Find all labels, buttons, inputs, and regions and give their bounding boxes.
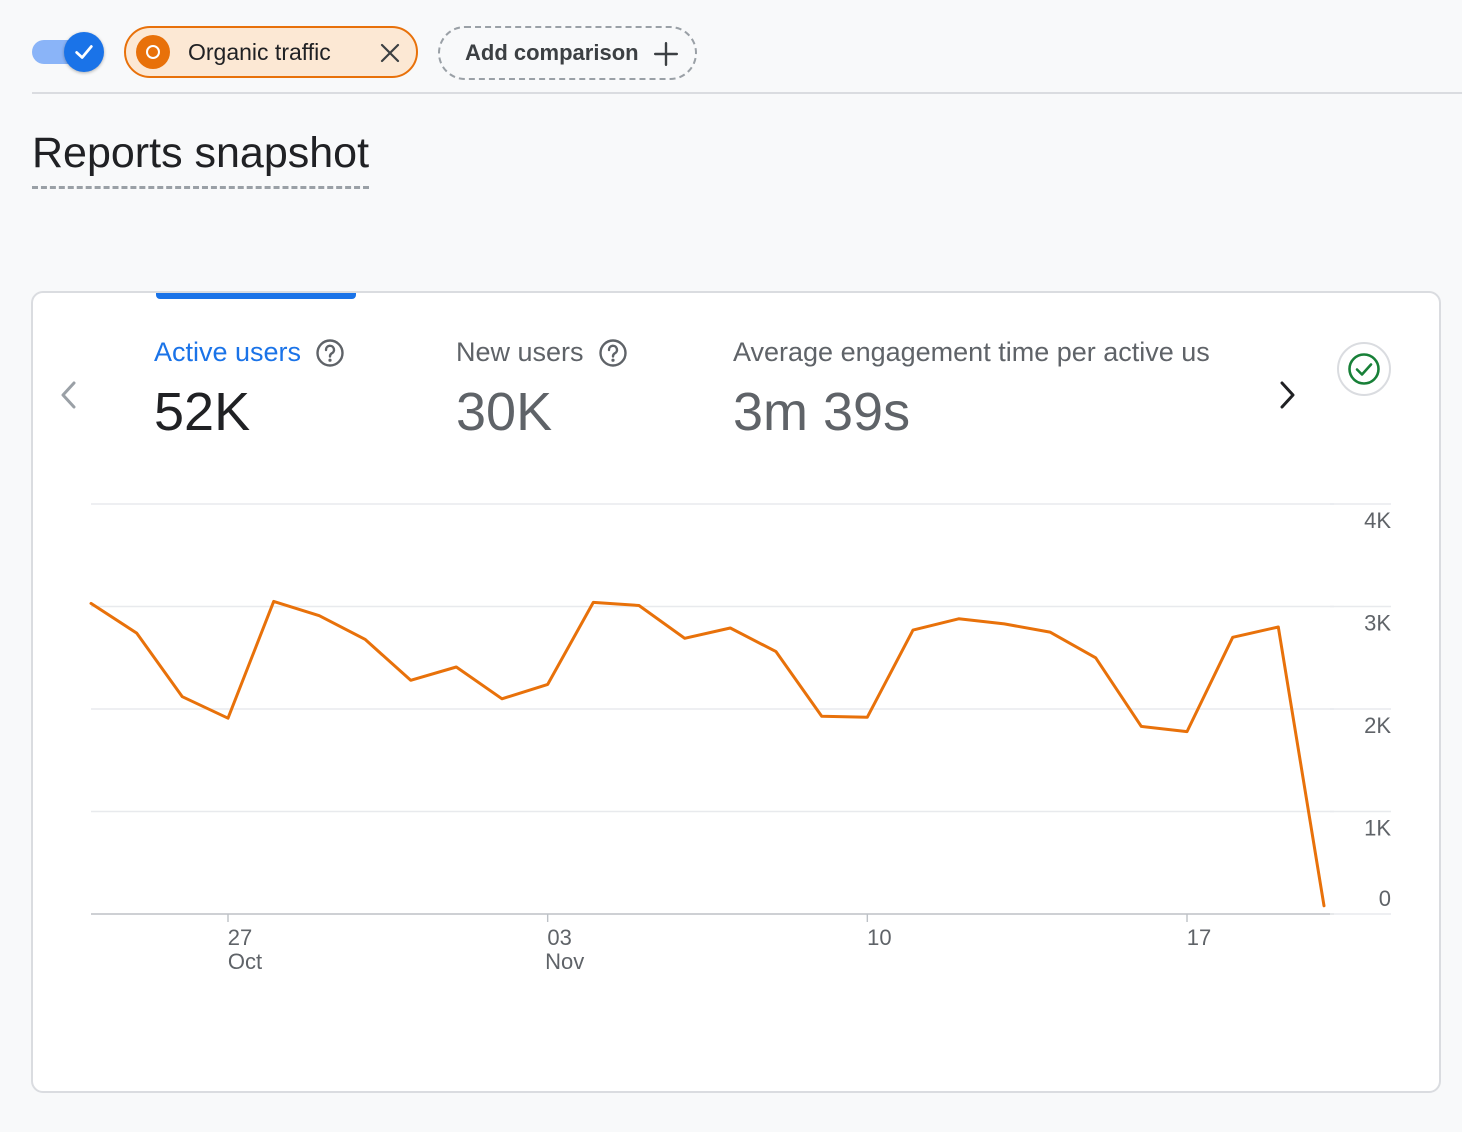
check-circle-icon bbox=[1348, 353, 1380, 385]
x-tick-month-label: Nov bbox=[545, 949, 584, 974]
metric-label: Active users bbox=[154, 337, 302, 367]
comparison-toggle[interactable] bbox=[32, 32, 104, 72]
metric-label: New users bbox=[456, 337, 584, 367]
check-icon bbox=[64, 32, 104, 72]
close-icon[interactable] bbox=[378, 41, 402, 65]
add-comparison-label: Add comparison bbox=[465, 40, 639, 65]
metric-value: 52K bbox=[154, 382, 251, 442]
page-title[interactable]: Reports snapshot bbox=[32, 126, 370, 189]
x-tick-label: 03 bbox=[547, 925, 571, 950]
toolbar-divider bbox=[32, 92, 1462, 94]
selected-tab-indicator bbox=[156, 293, 356, 299]
x-tick-label: 27 bbox=[228, 925, 252, 950]
add-comparison-button[interactable]: Add comparison bbox=[438, 26, 697, 80]
metric-label: Average engagement time per active us bbox=[733, 337, 1210, 367]
segment-chip-label: Organic traffic bbox=[188, 38, 331, 65]
series-line bbox=[89, 599, 1326, 908]
y-tick-label: 0 bbox=[1379, 886, 1391, 911]
help-icon[interactable] bbox=[598, 338, 628, 368]
metric-value: 30K bbox=[456, 382, 553, 442]
insights-check-button[interactable] bbox=[1337, 342, 1391, 396]
metric-value: 3m 39s bbox=[733, 382, 911, 442]
overview-card: Active users 52K New users 30K bbox=[31, 291, 1441, 1093]
metric-tab-active-users[interactable]: Active users 52K bbox=[154, 337, 345, 442]
y-tick-label: 1K bbox=[1364, 816, 1391, 841]
chevron-left-icon[interactable] bbox=[55, 377, 83, 413]
chevron-right-icon[interactable] bbox=[1273, 377, 1301, 413]
segment-color-icon bbox=[136, 35, 170, 69]
x-tick-month-label: Oct bbox=[228, 949, 262, 974]
help-icon[interactable] bbox=[315, 338, 345, 368]
metric-tab-avg-engagement-time[interactable]: Average engagement time per active us 3m… bbox=[733, 337, 1251, 442]
y-tick-label: 4K bbox=[1364, 508, 1391, 533]
plus-icon bbox=[653, 41, 679, 67]
x-tick-label: 17 bbox=[1187, 925, 1211, 950]
y-tick-label: 3K bbox=[1364, 611, 1391, 636]
x-tick-label: 10 bbox=[867, 925, 891, 950]
segment-chip-organic-traffic[interactable]: Organic traffic bbox=[124, 26, 418, 78]
metric-tab-new-users[interactable]: New users 30K bbox=[456, 337, 628, 442]
y-tick-label: 2K bbox=[1364, 713, 1391, 738]
